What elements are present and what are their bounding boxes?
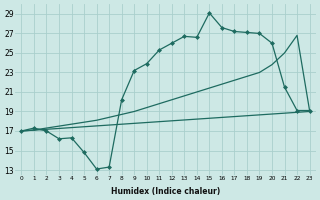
X-axis label: Humidex (Indice chaleur): Humidex (Indice chaleur) (111, 187, 220, 196)
